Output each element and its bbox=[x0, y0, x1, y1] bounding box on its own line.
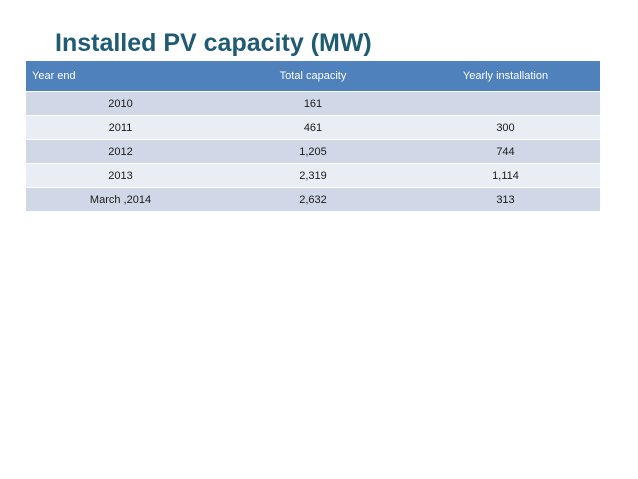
cell-total-capacity: 2,632 bbox=[215, 187, 411, 212]
cell-yearly-installation: 1,114 bbox=[411, 163, 600, 188]
table-row: 2011 461 300 bbox=[26, 115, 600, 140]
pv-capacity-table: Year end Total capacity Yearly installat… bbox=[26, 61, 600, 212]
cell-yearly-installation: 300 bbox=[411, 115, 600, 140]
table-body: 2010 161 2011 461 300 2012 1,205 744 201… bbox=[26, 91, 600, 212]
slide-title: Installed PV capacity (MW) bbox=[55, 29, 372, 57]
table-row: 2010 161 bbox=[26, 91, 600, 116]
cell-total-capacity: 461 bbox=[215, 115, 411, 140]
column-header-year-end: Year end bbox=[26, 61, 215, 92]
column-header-total-capacity: Total capacity bbox=[215, 61, 411, 92]
table-row: March ,2014 2,632 313 bbox=[26, 187, 600, 212]
cell-year-end: 2013 bbox=[26, 163, 215, 188]
cell-total-capacity: 2,319 bbox=[215, 163, 411, 188]
cell-year-end: 2012 bbox=[26, 139, 215, 164]
cell-yearly-installation: 313 bbox=[411, 187, 600, 212]
cell-year-end: March ,2014 bbox=[26, 187, 215, 212]
cell-total-capacity: 161 bbox=[215, 91, 411, 116]
cell-yearly-installation bbox=[411, 91, 600, 116]
cell-year-end: 2011 bbox=[26, 115, 215, 140]
column-header-yearly-installation: Yearly installation bbox=[411, 61, 600, 92]
cell-year-end: 2010 bbox=[26, 91, 215, 116]
table-header: Year end Total capacity Yearly installat… bbox=[26, 61, 600, 92]
table-row: 2013 2,319 1,114 bbox=[26, 163, 600, 188]
table-row: 2012 1,205 744 bbox=[26, 139, 600, 164]
cell-yearly-installation: 744 bbox=[411, 139, 600, 164]
cell-total-capacity: 1,205 bbox=[215, 139, 411, 164]
table-header-row: Year end Total capacity Yearly installat… bbox=[26, 61, 600, 92]
